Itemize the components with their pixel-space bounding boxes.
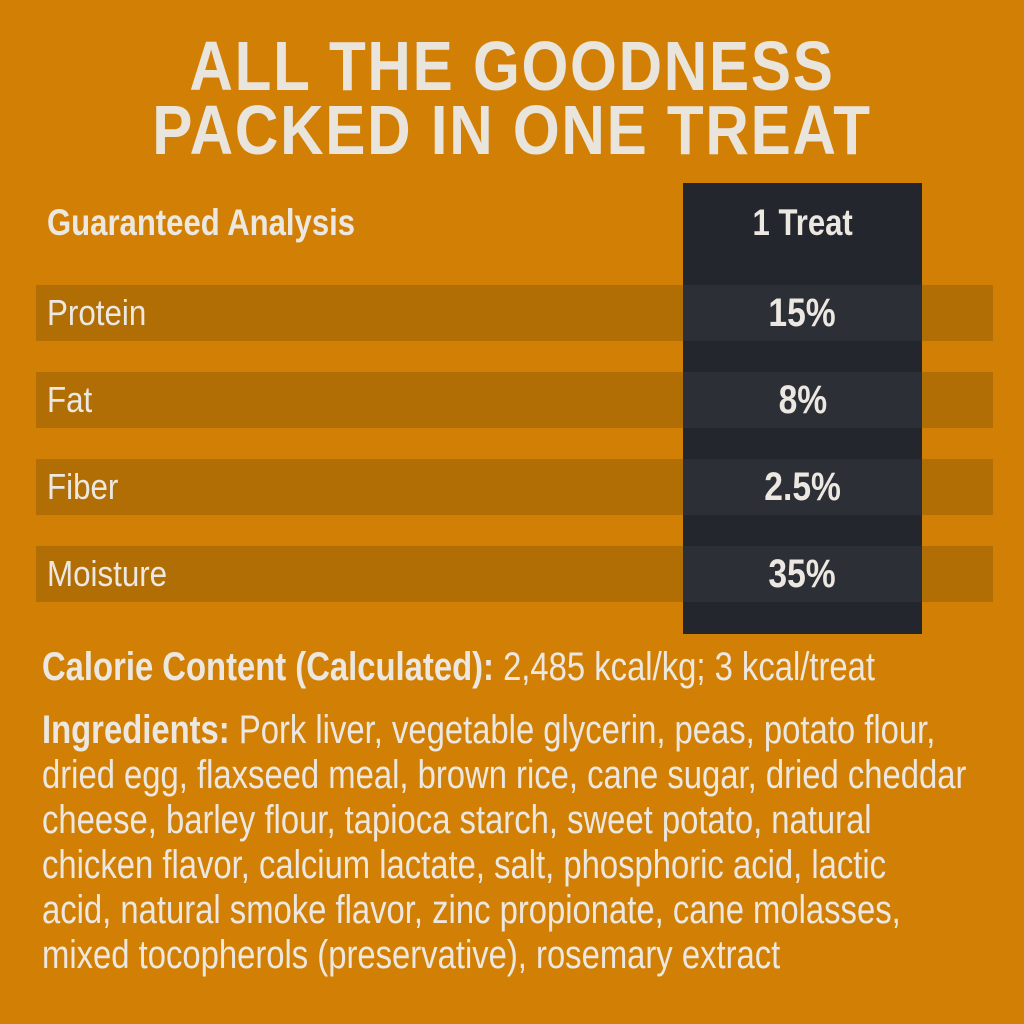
table-column-header-label: 1 Treat bbox=[752, 202, 853, 243]
table-header-guaranteed-analysis: Guaranteed Analysis bbox=[47, 183, 414, 263]
value-column-row-stripe bbox=[683, 546, 922, 602]
calorie-content-value: 2,485 kcal/kg; 3 kcal/treat bbox=[503, 645, 876, 689]
row-label-moisture: Moisture bbox=[47, 553, 168, 594]
table-row-label: Moisture bbox=[47, 546, 185, 602]
row-value-moisture: 35% bbox=[768, 551, 837, 596]
ingredients-label: Ingredients: bbox=[42, 708, 230, 752]
title-line-2: PACKED IN ONE TREAT bbox=[152, 91, 872, 169]
ingredients-line-text: Pork liver, vegetable glycerin, peas, po… bbox=[238, 708, 936, 752]
row-label-protein: Protein bbox=[47, 292, 147, 333]
table-row-value: 2.5% bbox=[683, 459, 922, 515]
table-row-label: Fiber bbox=[47, 459, 129, 515]
value-column-panel bbox=[683, 183, 922, 634]
row-value-protein: 15% bbox=[768, 290, 837, 335]
value-column-row-stripe bbox=[683, 285, 922, 341]
ingredients-line: acid, natural smoke flavor, zinc propion… bbox=[42, 888, 901, 932]
table-column-header-1-treat: 1 Treat bbox=[683, 183, 922, 263]
table-row-label: Protein bbox=[47, 285, 161, 341]
ingredients-line: cheese, barley flour, tapioca starch, sw… bbox=[42, 798, 872, 842]
value-column-row-stripe bbox=[683, 459, 922, 515]
table-row-value: 8% bbox=[683, 372, 922, 428]
ingredients-paragraph: Ingredients: Pork liver, vegetable glyce… bbox=[42, 708, 966, 978]
ingredients-line: Ingredients: Pork liver, vegetable glyce… bbox=[42, 708, 966, 753]
ingredients-line: mixed tocopherols (preservative), rosema… bbox=[42, 933, 781, 977]
row-value-fiber: 2.5% bbox=[764, 464, 841, 509]
row-label-fiber: Fiber bbox=[47, 466, 119, 507]
ingredients-line: dried egg, flaxseed meal, brown rice, ca… bbox=[42, 753, 967, 797]
page-title: ALL THE GOODNESS PACKED IN ONE TREAT bbox=[0, 27, 1024, 169]
value-column-row-stripe bbox=[683, 372, 922, 428]
title-line-1: ALL THE GOODNESS bbox=[189, 27, 835, 105]
calorie-content-label: Calorie Content (Calculated): bbox=[42, 645, 494, 689]
table-row-label: Fat bbox=[47, 372, 99, 428]
row-value-fat: 8% bbox=[778, 377, 827, 422]
table-row-value: 35% bbox=[683, 546, 922, 602]
row-label-fat: Fat bbox=[47, 379, 93, 420]
table-header-label: Guaranteed Analysis bbox=[47, 202, 356, 243]
table-row-value: 15% bbox=[683, 285, 922, 341]
calorie-content-line: Calorie Content (Calculated): 2,485 kcal… bbox=[42, 645, 875, 690]
ingredients-line: chicken flavor, calcium lactate, salt, p… bbox=[42, 843, 887, 887]
